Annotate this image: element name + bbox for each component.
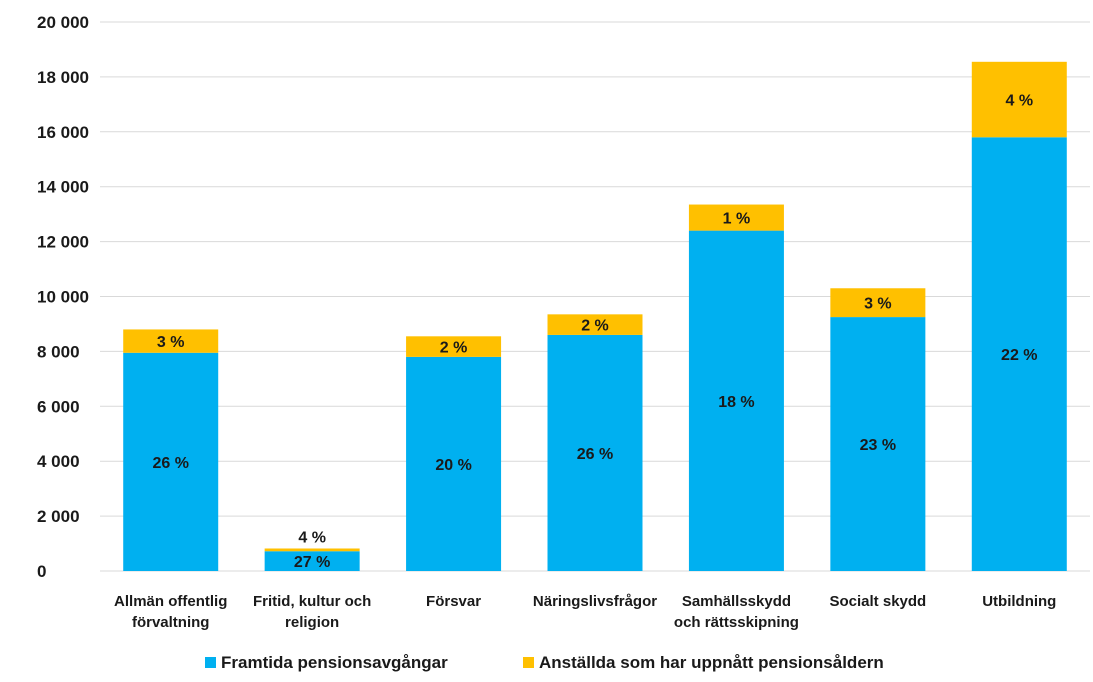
category-label: och rättsskipning [674, 614, 799, 631]
category-label: Fritid, kultur och [253, 593, 371, 610]
y-tick-label: 18 000 [37, 68, 89, 87]
category-label: Allmän offentlig [114, 593, 227, 610]
bar-segment-anstallda [406, 336, 502, 357]
bar-segment-framtida [688, 230, 784, 571]
data-label: 22 % [1001, 347, 1037, 364]
bar-segment-framtida [971, 137, 1067, 572]
data-label: 2 % [581, 318, 609, 335]
y-tick-label: 2 000 [37, 507, 80, 526]
bar-segment-anstallda [264, 548, 360, 552]
bar-segment-anstallda [971, 61, 1067, 138]
data-label: 4 % [298, 529, 326, 546]
y-tick-label: 6 000 [37, 397, 80, 416]
data-label: 2 % [440, 340, 468, 357]
data-label: 26 % [152, 455, 188, 472]
bar-segment-framtida [406, 356, 502, 571]
category-label: Näringslivsfrågor [533, 593, 657, 610]
y-tick-label: 16 000 [37, 123, 89, 142]
data-label: 4 % [1005, 93, 1033, 110]
category-label: Samhällsskydd [682, 593, 791, 610]
y-tick-label: 8 000 [37, 342, 80, 361]
bar-segment-framtida [830, 317, 926, 571]
category-label: Socialt skydd [830, 593, 927, 610]
legend-swatch-anstallda [523, 657, 534, 668]
bar-segment-framtida [123, 352, 219, 571]
category-label: förvaltning [132, 614, 210, 631]
data-label: 23 % [860, 437, 896, 454]
legend: Framtida pensionsavgångar Anställda som h… [205, 653, 884, 672]
legend-swatch-framtida [205, 657, 216, 668]
data-label: 18 % [718, 394, 754, 411]
bar-segment-anstallda [547, 314, 643, 335]
data-label: 3 % [157, 334, 185, 351]
data-label: 26 % [577, 446, 613, 463]
legend-label: Anställda som har uppnått pensionsåldern [539, 653, 884, 672]
y-axis-tick-labels: 0 2 000 4 000 6 000 8 000 10 000 12 000 14 000 1… [37, 13, 89, 581]
bar-segment-anstallda [688, 204, 784, 231]
data-labels: 26 % 3 % 27 % 4 % 20 % 2 % 26 % 2 % 18 % 1 % 23 % 3… [152, 93, 1037, 572]
data-label: 3 % [864, 296, 892, 313]
bars [123, 61, 1067, 572]
x-axis-category-labels: Allmän offentlig förvaltning Fritid, kultu… [114, 593, 1056, 631]
y-tick-label: 0 [37, 562, 46, 581]
y-tick-label: 12 000 [37, 233, 89, 252]
y-tick-label: 14 000 [37, 178, 89, 197]
bar-segment-anstallda [123, 329, 219, 353]
y-tick-label: 20 000 [37, 13, 89, 32]
bar-segment-framtida [264, 551, 360, 571]
category-label: Försvar [426, 593, 481, 610]
bar-segment-framtida [547, 334, 643, 571]
bar-segment-anstallda [830, 288, 926, 318]
data-label: 27 % [294, 554, 330, 571]
y-tick-label: 10 000 [37, 288, 89, 307]
category-label: Utbildning [982, 593, 1056, 610]
data-label: 20 % [435, 457, 471, 474]
legend-label: Framtida pensionsavgångar [221, 653, 448, 672]
category-label: religion [285, 614, 339, 631]
y-tick-label: 4 000 [37, 452, 80, 471]
data-label: 1 % [723, 211, 751, 228]
